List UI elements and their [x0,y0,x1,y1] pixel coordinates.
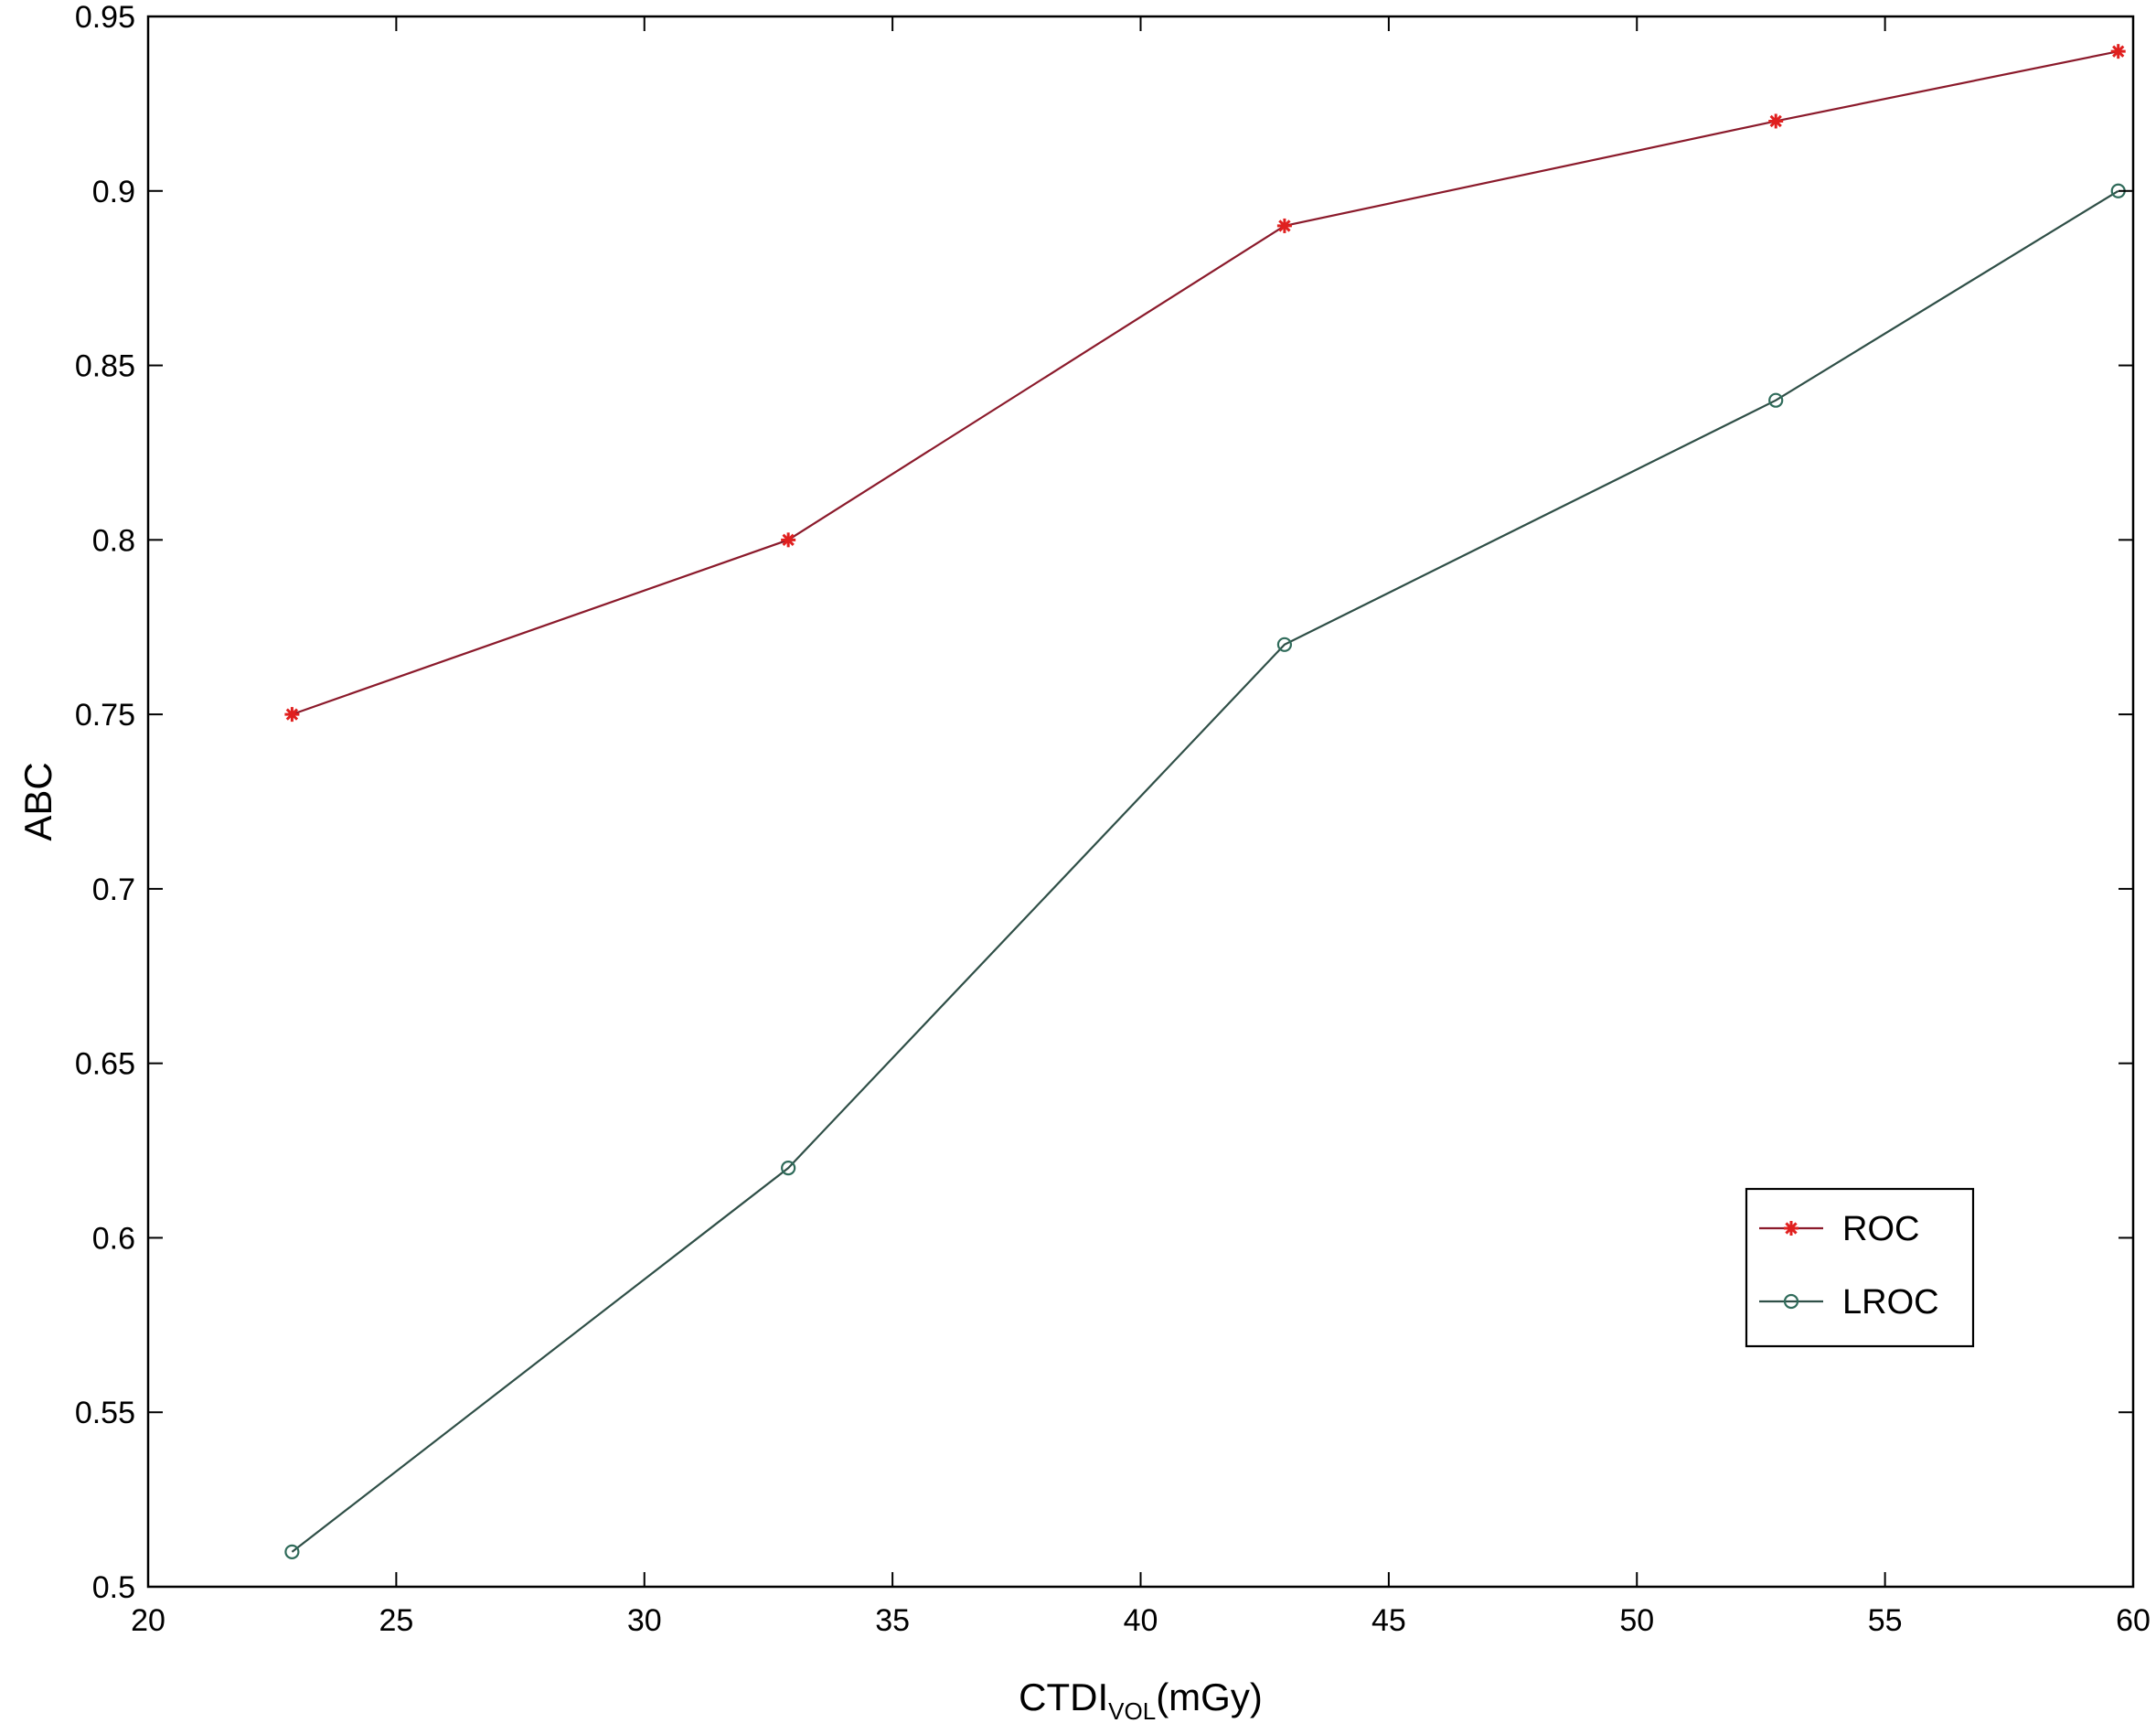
plot-frame [146,15,2135,1589]
x-tick-label: 45 [1372,1603,1406,1638]
x-tick-label: 25 [379,1603,413,1638]
y-tick-label: 0.65 [75,1047,135,1082]
y-tick-label: 0.6 [92,1221,135,1256]
y-tick-label: 0.8 [92,523,135,558]
y-tick-label: 0.9 [92,175,135,209]
data-point-lroc [1768,392,1784,408]
x-tick-label: 35 [875,1603,910,1638]
data-point-roc [284,707,300,722]
legend-marker-roc [1784,1221,1798,1236]
x-axis-title-subscript: VOL [1108,1697,1156,1725]
series-line-lroc [291,189,2119,1553]
series-layer [284,44,2126,1559]
legend-label-lroc: LROC [1842,1283,1939,1322]
x-tick-label: 50 [1619,1603,1654,1638]
x-tick-label: 40 [1124,1603,1158,1638]
y-tick-label: 0.95 [75,0,135,35]
data-point-lroc [1276,637,1292,652]
x-axis-title-unit: (mGy) [1156,1675,1263,1718]
x-tick-label: 20 [131,1603,165,1638]
legend: ROC LROC [1745,1187,1975,1348]
y-axis-title: ABC [16,762,59,840]
x-tick-label: 60 [2116,1603,2151,1638]
y-tick-label: 0.5 [92,1570,135,1605]
legend-box [1745,1187,1975,1348]
legend-label-roc: ROC [1842,1210,1919,1248]
y-tick-label: 0.55 [75,1396,135,1430]
data-point-roc [781,532,796,548]
x-tick-label: 55 [1868,1603,1903,1638]
data-point-roc [1768,113,1784,129]
y-tick-label: 0.75 [75,698,135,733]
data-point-roc [2110,44,2126,59]
legend-marker-lroc [1783,1293,1799,1310]
y-tick-label: 0.7 [92,872,135,907]
data-point-lroc [284,1544,300,1559]
x-tick-label: 30 [627,1603,662,1638]
data-point-lroc [781,1161,796,1176]
y-tick-label: 0.85 [75,349,135,384]
x-axis-title-main: CTDI [1019,1675,1108,1718]
data-point-roc [1276,218,1292,233]
x-axis-title: CTDIVOL(mGy) [1019,1675,1263,1725]
